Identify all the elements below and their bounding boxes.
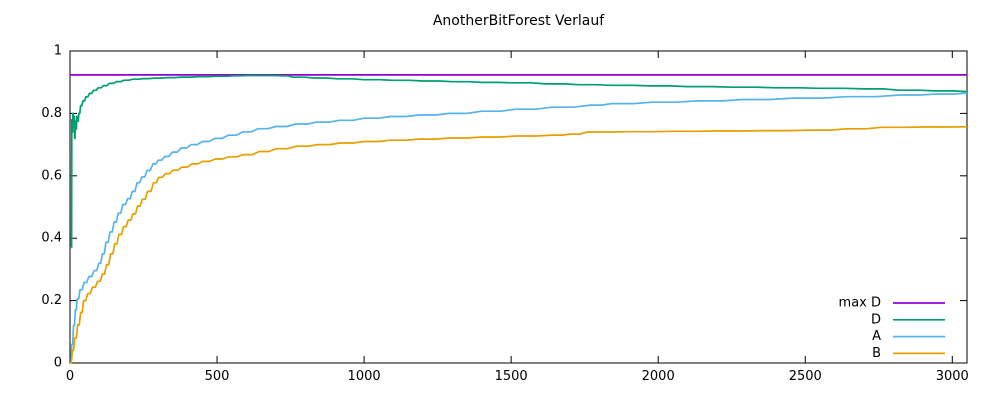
- y-tick-label: 0.6: [41, 168, 62, 183]
- chart-title: AnotherBitForest Verlauf: [432, 13, 605, 29]
- series-line-A: [70, 92, 968, 364]
- x-tick-label: 2000: [642, 369, 675, 384]
- y-tick-label: 0: [54, 356, 62, 371]
- x-tick-label: 2500: [789, 369, 822, 384]
- y-tick-label: 0.2: [41, 293, 62, 308]
- x-tick-label: 1000: [348, 369, 381, 384]
- x-tick-label: 1500: [495, 369, 528, 384]
- legend-label: D: [871, 312, 881, 327]
- series-line-D: [70, 74, 968, 249]
- legend-label: A: [872, 329, 881, 344]
- legend-label: max D: [839, 296, 881, 311]
- x-tick-label: 3000: [936, 369, 969, 384]
- legend-label: B: [872, 346, 881, 361]
- y-tick-label: 0.8: [41, 106, 62, 121]
- y-tick-label: 0.4: [41, 231, 62, 246]
- x-tick-label: 500: [205, 369, 230, 384]
- y-tick-label: 1: [54, 44, 62, 59]
- series-line-B: [70, 125, 968, 364]
- x-tick-label: 0: [66, 369, 74, 384]
- plot-frame: [69, 50, 968, 364]
